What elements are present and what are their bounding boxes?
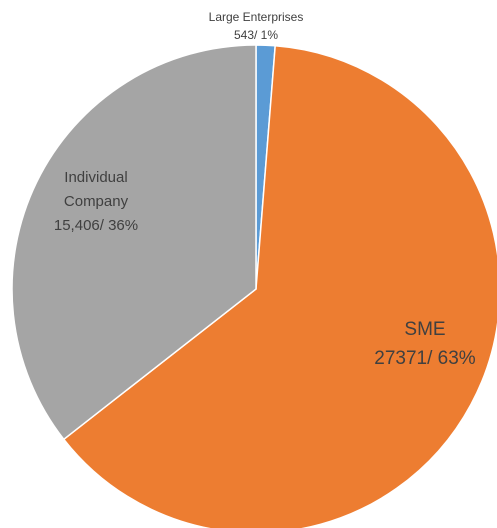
slice-label: SME (404, 319, 445, 340)
pie-slice (11, 44, 257, 441)
value-label: 15,406/ 36% (54, 217, 138, 234)
slice-label: Large Enterprises (209, 10, 304, 24)
pie-slice (62, 44, 497, 528)
value-label: 543/ 1% (234, 28, 278, 42)
value-label: 27371/ 63% (374, 348, 476, 369)
slice-label: Individual Company (64, 169, 129, 210)
